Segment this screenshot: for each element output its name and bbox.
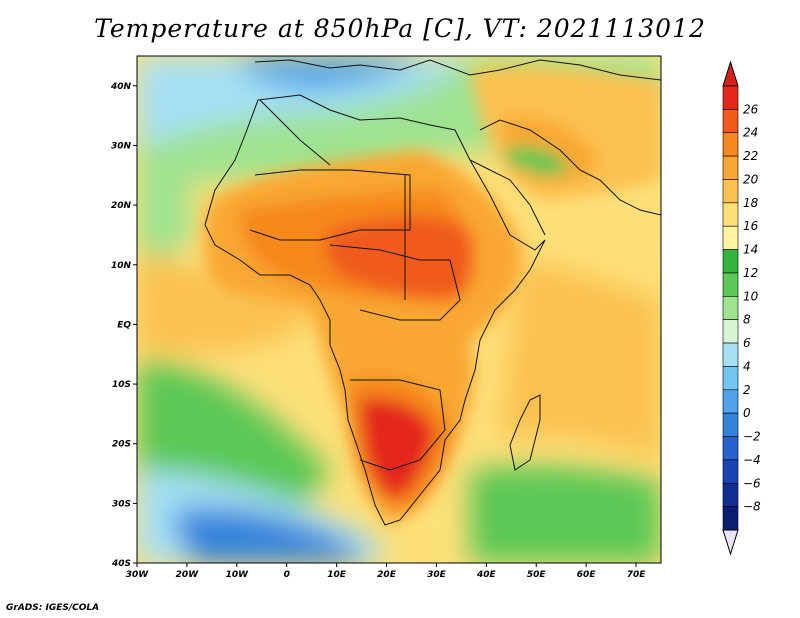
lon-tick-label: 10E	[327, 570, 347, 580]
lon-tick-label: 50E	[527, 570, 547, 580]
longitude-axis: 30W 20W 10W 0 10E 20E 30E 40E 50E 60E 70E	[126, 563, 646, 580]
latitude-axis: 40N 30N 20N 10N EQ 10S 20S 30S 40S	[110, 82, 137, 569]
lon-tick-label: 20W	[176, 570, 200, 580]
colorbar-label: 16	[743, 219, 759, 233]
colorbar-label: 10	[743, 289, 759, 303]
colorbar-segment	[722, 109, 739, 134]
colorbar-segment	[722, 366, 739, 391]
colorbar-segment	[722, 225, 739, 250]
colorbar-label: 4	[743, 359, 751, 373]
lat-tick-label: 10S	[112, 380, 131, 390]
colorbar-label: −6	[743, 476, 761, 490]
lon-tick-label: 30E	[427, 570, 447, 580]
colorbar-label: 18	[743, 196, 759, 210]
colorbar-label: 14	[743, 243, 758, 257]
lat-tick-label: 30N	[111, 141, 132, 151]
colorbar-label: 24	[743, 126, 758, 140]
colorbar-segment	[722, 319, 739, 344]
colorbar-label: 26	[743, 102, 759, 116]
colorbar-label: 2	[743, 383, 751, 397]
colorbar-segment	[722, 179, 739, 204]
colorbar-label: 0	[743, 406, 751, 420]
colorbar-label: −2	[743, 430, 761, 444]
colorbar-segment	[722, 155, 739, 180]
lon-tick-label: 10W	[226, 570, 250, 580]
lon-tick-label: 30W	[126, 570, 150, 580]
lat-tick-label: 40S	[111, 559, 131, 569]
lon-tick-label: 60E	[577, 570, 597, 580]
grads-credit: GrADS: IGES/COLA	[6, 603, 100, 613]
map-frame	[136, 55, 662, 564]
colorbar-label: −8	[743, 500, 761, 514]
lat-tick-label: 20N	[111, 201, 132, 211]
lon-tick-label: 0	[284, 570, 290, 580]
lat-tick-label: 30S	[112, 499, 131, 509]
colorbar-label: 22	[743, 149, 758, 163]
chart-title: Temperature at 850hPa [C], VT: 202111301…	[94, 14, 706, 43]
colorbar-segment	[722, 436, 739, 461]
colorbar-label: 8	[743, 313, 751, 327]
colorbar-segment	[722, 342, 739, 367]
colorbar-segment	[722, 85, 739, 110]
colorbar-label: 20	[743, 172, 759, 186]
coastlines	[204, 59, 661, 526]
lat-tick-label: 40N	[110, 82, 132, 92]
colorbar-segment	[722, 272, 739, 297]
colorbar-segment	[722, 412, 739, 437]
colorbar-segment	[722, 506, 739, 531]
colorbar-label: 6	[743, 336, 751, 350]
colorbar-top-arrow	[722, 60, 739, 87]
temperature-field	[137, 56, 661, 563]
colorbar-bottom-arrow	[722, 529, 739, 556]
colorbar-label: 12	[743, 266, 758, 280]
lat-tick-label: 10N	[111, 261, 132, 271]
colorbar-segment	[722, 296, 739, 320]
colorbar-segment	[722, 249, 739, 274]
lat-tick-label: 20S	[112, 440, 131, 450]
colorbar-segment	[722, 459, 739, 484]
lat-tick-label: EQ	[117, 320, 131, 330]
colorbar-label: −4	[743, 453, 761, 467]
colorbar-segment	[722, 132, 739, 157]
lon-tick-label: 20E	[377, 570, 397, 580]
colorbar-segment	[722, 202, 739, 227]
lon-tick-label: 70E	[627, 570, 647, 580]
colorbar-segment	[722, 482, 739, 507]
colorbar-segment	[722, 389, 739, 414]
lon-tick-label: 40E	[476, 570, 497, 580]
